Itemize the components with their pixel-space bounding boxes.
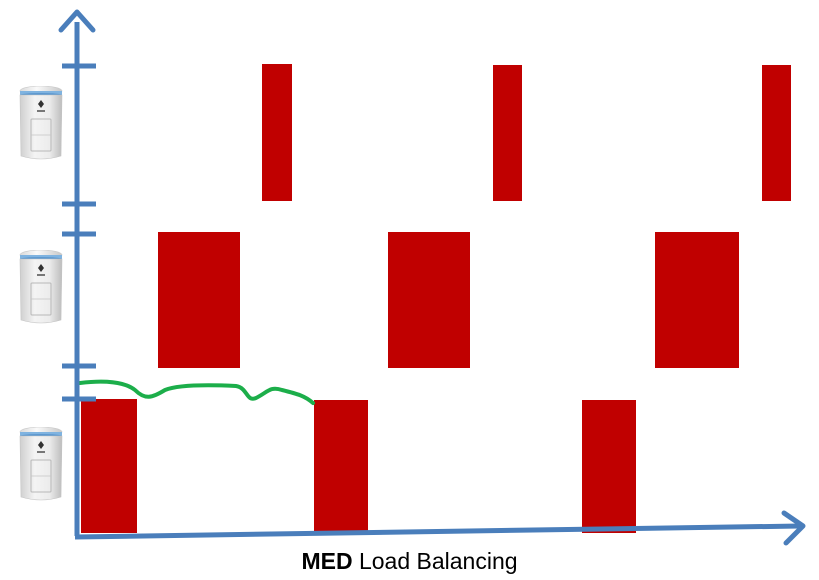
x-axis (74, 510, 806, 546)
bottom-lane-blocks (81, 399, 636, 533)
caption-text: Load Balancing (352, 548, 518, 574)
diagram-caption: MED Load Balancing (0, 548, 819, 574)
activation-block (158, 232, 240, 368)
caption-bold: MED (301, 548, 353, 574)
activation-block (493, 65, 522, 201)
activation-block (314, 400, 368, 533)
activation-block (582, 400, 636, 533)
valve-actuator-icon (19, 250, 63, 324)
activation-block (762, 65, 791, 201)
valve-actuator-icon (19, 427, 63, 501)
device-icon-top (19, 86, 63, 160)
activation-block (655, 232, 739, 368)
temperature-curve (78, 379, 315, 405)
top-lane-blocks (262, 64, 791, 201)
y-axis (58, 9, 96, 536)
activation-block (262, 64, 292, 201)
valve-actuator-icon (19, 86, 63, 160)
middle-lane-blocks (158, 232, 739, 368)
activation-block (388, 232, 470, 368)
device-icon-bottom (19, 427, 63, 501)
activation-block (81, 399, 137, 533)
y-axis-ticks (62, 63, 96, 402)
device-icon-middle (19, 250, 63, 324)
